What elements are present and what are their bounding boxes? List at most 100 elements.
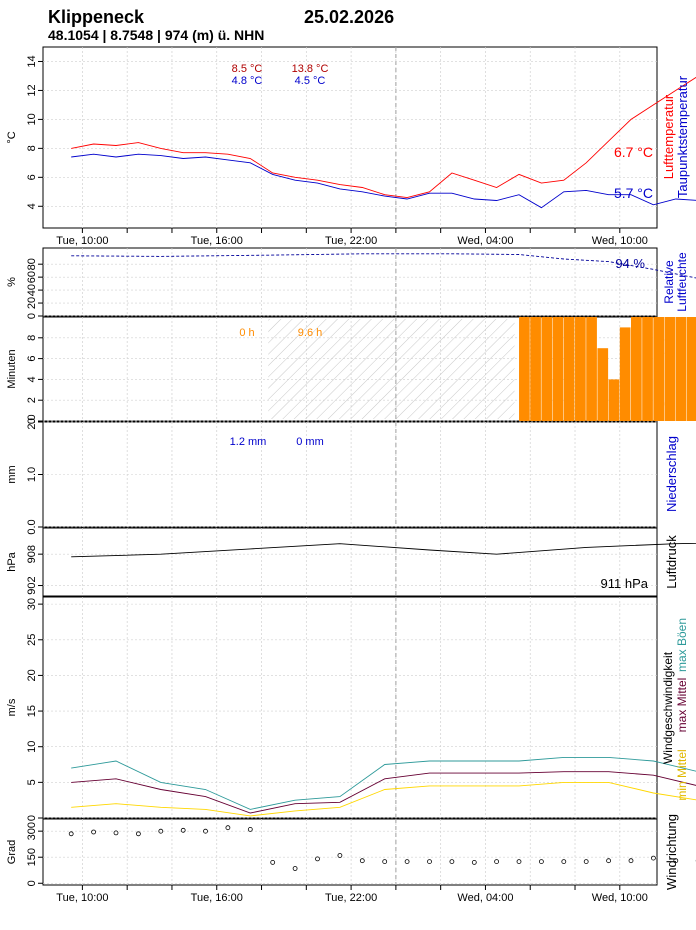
wind-direction-point [337,853,343,858]
sunshine-bar [664,317,676,421]
y-tick-label: 908 [26,545,38,563]
night-shading [268,319,515,419]
side-label-temperature: Lufttemperatur [661,94,676,179]
y-tick-label: 25 [26,634,38,646]
wind-direction-point [203,828,208,834]
bottom-x-tick-label: Wed, 10:00 [592,892,648,904]
sun-stat-2: 9.6 h [298,327,322,339]
bottom-x-tick-label: Tue, 10:00 [56,892,108,904]
wind-direction-point [158,828,164,834]
sunshine-bar [575,317,586,421]
wind-direction-point [561,859,567,864]
y-tick-label: 300 [26,822,38,840]
sunshine-bar [631,317,642,421]
wind-direction-point [449,859,455,864]
wind-direction-point [315,856,320,862]
side-label-humidity-2: Luftfeuchte [675,252,689,312]
side-label-wind-max: max Mittel [675,678,689,733]
y-tick-label: 2.0 [26,414,38,429]
y-tick-label: 30 [26,598,38,610]
side-label-wind-min: min Mittel [675,749,689,800]
y-tick-label: 0 [26,313,38,319]
panel-frame-pressure [42,527,658,597]
series-line-humidity [71,253,696,279]
sun-stat-1: 0 h [239,327,254,339]
panel-frame-temperature [42,46,658,229]
wind-direction-point [651,855,656,861]
wind-direction-point [382,859,388,864]
precip-stat-2: 0 mm [296,436,324,448]
side-label-precip: Niederschlag [664,436,679,512]
y-tick-label: 8 [26,335,38,341]
current-dewpoint: 5.7 °C [614,185,653,201]
series-line-wind-max [71,771,696,814]
wind-direction-point [180,827,186,833]
sunshine-bar [608,379,620,421]
side-label-sunshine-2: dauer [675,353,689,384]
sunshine-bar [686,317,696,421]
sunshine-bar [675,317,687,421]
y-axis-label-humidity: % [6,277,18,287]
y-tick-label: 5 [26,779,38,785]
top-x-tick-label: Tue, 16:00 [191,235,243,247]
wind-direction-point [247,827,253,832]
y-tick-label: 14 [26,55,38,67]
y-axis-label-pressure: hPa [6,551,18,571]
wind-direction-point [270,860,276,865]
panel-frame-wind [42,596,658,819]
y-tick-label: 1.0 [26,467,38,482]
wind-direction-point [427,859,432,864]
series-line-pressure [71,542,696,558]
sunshine-bar [519,317,530,421]
wind-direction-point [68,831,74,837]
y-tick-label: 15 [26,705,38,717]
wind-direction-point [471,860,477,865]
dew-stat-1: 4.8 °C [232,75,263,87]
wind-direction-point [516,859,522,864]
wind-direction-point [583,859,589,864]
y-axis-label-precip: mm [6,465,18,483]
y-tick-label: 60 [26,271,38,283]
y-tick-label: 0 [26,880,38,886]
wind-direction-point [494,859,500,864]
series-line-temperature [71,76,696,199]
y-tick-label: 10 [26,113,38,125]
current-humidity: 94 % [615,256,645,271]
side-label-dewpoint: Taupunktstemperatur [675,75,690,198]
series-line-dewpoint [71,153,696,209]
top-x-tick-label: Wed, 10:00 [592,235,648,247]
y-tick-label: 4 [26,203,38,209]
sunshine-bar [642,317,653,421]
y-tick-label: 0.0 [26,519,38,534]
y-axis-label-temperature: °C [6,131,18,143]
y-tick-label: 0 [26,418,38,424]
sunshine-bar [563,317,575,421]
temp-stat-2: 13.8 °C [292,63,329,75]
wind-direction-point [292,866,298,871]
wind-direction-point [225,825,231,831]
side-label-pressure: Luftdruck [664,535,679,589]
y-tick-label: 40 [26,284,38,296]
current-temperature: 6.7 °C [614,144,653,160]
side-label-wind: Windgeschwindigkeit [661,651,675,764]
wind-direction-point [539,859,544,864]
y-tick-label: 20 [26,297,38,309]
series-line-wind-min [71,781,696,817]
wind-direction-point [91,829,96,835]
y-tick-label: 6 [26,174,38,180]
wind-direction-point [673,858,679,864]
station-name: Klippeneck [48,7,145,27]
top-x-tick-label: Wed, 04:00 [457,235,513,247]
y-tick-label: 902 [26,576,38,594]
panel-frame-direction [42,818,658,886]
series-line-gust [71,756,696,810]
wind-direction-point [606,858,611,864]
wind-direction-point [404,859,410,864]
y-tick-label: 6 [26,356,38,362]
side-label-direction: Windrichtung [664,814,679,890]
y-tick-label: 12 [26,84,38,96]
wind-direction-point [113,830,119,836]
temp-stat-1: 8.5 °C [232,63,263,75]
y-axis-label-direction: Grad [6,840,18,864]
